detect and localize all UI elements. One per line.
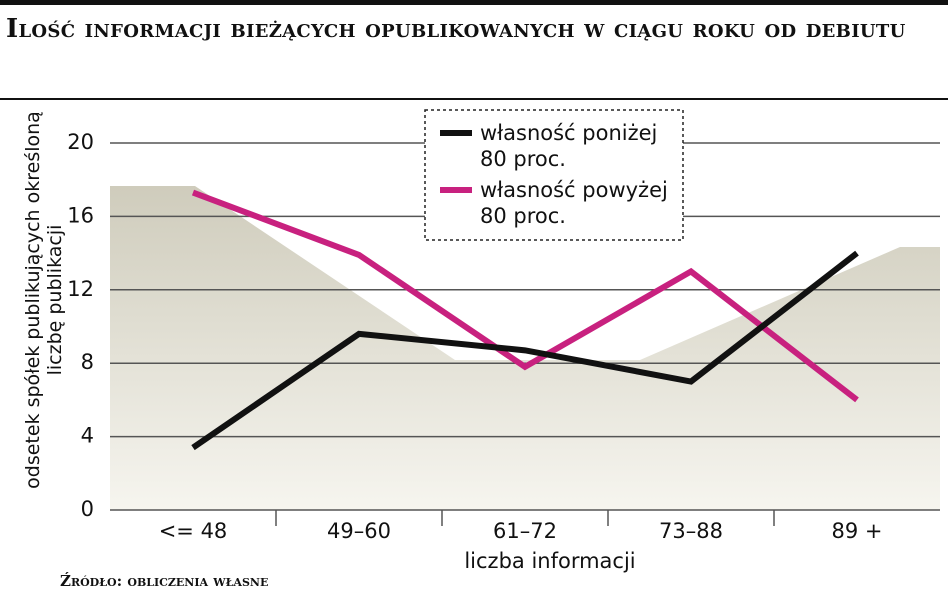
series-line	[191, 189, 859, 403]
x-tick-label: 89 +	[832, 519, 883, 543]
y-tick-label: 0	[81, 497, 94, 521]
top-rule	[0, 0, 948, 5]
y-tick-label: 8	[81, 350, 94, 374]
marks	[191, 189, 859, 451]
source-note: Źródło: obliczenia własne	[60, 572, 269, 590]
x-tick-label: 73–88	[659, 519, 723, 543]
y-tick-label: 12	[67, 277, 94, 301]
header-rule	[0, 98, 948, 100]
y-axis-label: odsetek spółek publikujących określoną l…	[22, 111, 66, 489]
legend-label: własność powyżej 80 proc.	[480, 178, 668, 228]
x-tick-label: <= 48	[159, 519, 228, 543]
x-tick-label: 61–72	[493, 519, 557, 543]
x-axis-label: liczba informacji	[464, 549, 635, 573]
y-tick-label: 4	[81, 424, 94, 448]
legend-label: własność poniżej 80 proc.	[480, 121, 658, 171]
grid: 0 4 8 12 16 20 <= 48 49–60 61–72 73–88 89 + liczba …	[67, 130, 940, 573]
y-tick-label: 16	[67, 203, 94, 227]
legend	[440, 130, 472, 193]
x-tick-label: 49–60	[327, 519, 391, 543]
chart-title: Ilość informacji bieżących opublikowanyc…	[6, 14, 906, 44]
series-line	[191, 250, 859, 451]
y-tick-label: 20	[67, 130, 94, 154]
background-band	[110, 186, 940, 510]
